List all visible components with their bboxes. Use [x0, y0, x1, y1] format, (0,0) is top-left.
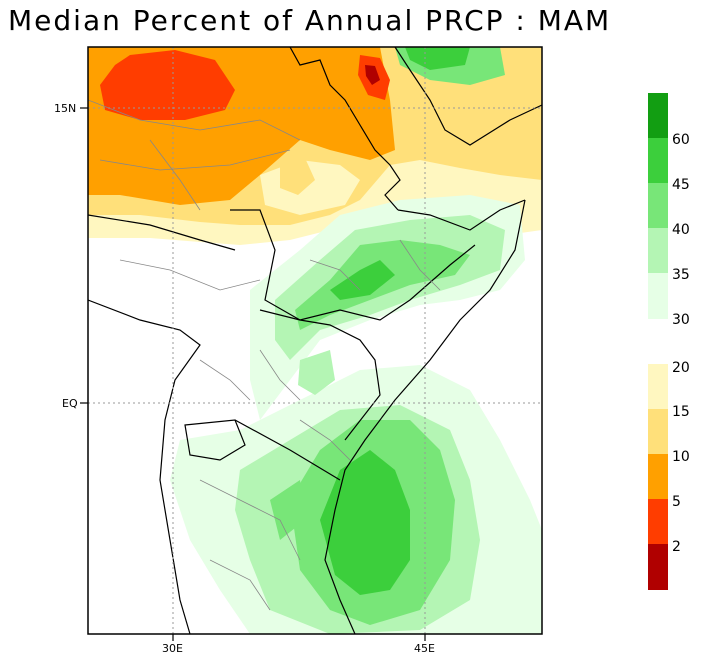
colorbar-label-20: 20 [672, 360, 690, 376]
colorbar-lower [648, 364, 668, 590]
lon-label-30e: 30E [162, 642, 183, 655]
tanzania-border [234, 419, 341, 481]
colorbar-label-35: 35 [672, 267, 690, 283]
axis-ticks [80, 107, 426, 641]
colorbar-swatch-red-orange [648, 499, 668, 544]
colorbar-swatch-yellow [648, 409, 668, 454]
region-dark-red-eritrea [365, 65, 380, 85]
lat-label-eq: EQ [62, 397, 78, 410]
colorbar-swatch-orange [648, 454, 668, 499]
somalia-coast [324, 199, 526, 634]
red-sea-coast [289, 47, 401, 211]
colorbar-label-45: 45 [672, 177, 690, 193]
colorbar-label-10: 10 [672, 449, 690, 465]
gulf-aden-coast [397, 199, 526, 231]
map-frame [87, 46, 543, 635]
colorbar-swatch-dark-red [648, 544, 668, 590]
admin-boundaries [88, 99, 441, 611]
colorbar-label-15: 15 [672, 404, 690, 420]
colorbar-label-30: 30 [672, 312, 690, 328]
region-green-south [320, 450, 410, 595]
lat-label-15n: 15N [54, 102, 76, 115]
colorbar-upper [648, 93, 668, 319]
kenya-border [259, 309, 381, 441]
colorbar-swatch-dark-green [648, 93, 668, 138]
lon-label-45e: 45E [414, 642, 435, 655]
sudan-border [88, 214, 236, 251]
colorbar-swatch-green [648, 138, 668, 183]
colorbar-upper-labels: 60 45 40 35 30 [672, 132, 690, 328]
colorbar-swatch-pale-green [648, 273, 668, 319]
colorbar-label-40: 40 [672, 222, 690, 238]
region-red-north [100, 50, 235, 120]
precip-field [88, 47, 542, 634]
colorbar-swatch-light-green [648, 228, 668, 273]
ethiopia-border [230, 209, 476, 321]
colorbar-swatch-mid-green [648, 183, 668, 228]
colorbar-label-2: 2 [672, 539, 681, 555]
congo-border [88, 299, 201, 634]
map-title: Median Percent of Annual PRCP : MAM [8, 4, 612, 37]
lake-victoria [184, 419, 246, 461]
colorbar-lower-labels: 20 15 10 5 2 [672, 360, 690, 555]
graticule [88, 47, 542, 634]
colorbar-swatch-pale-yellow [648, 364, 668, 409]
coastlines [88, 47, 542, 634]
colorbar-label-5: 5 [672, 494, 681, 510]
colorbar-label-60: 60 [672, 132, 690, 148]
arabia-coast [394, 47, 542, 146]
